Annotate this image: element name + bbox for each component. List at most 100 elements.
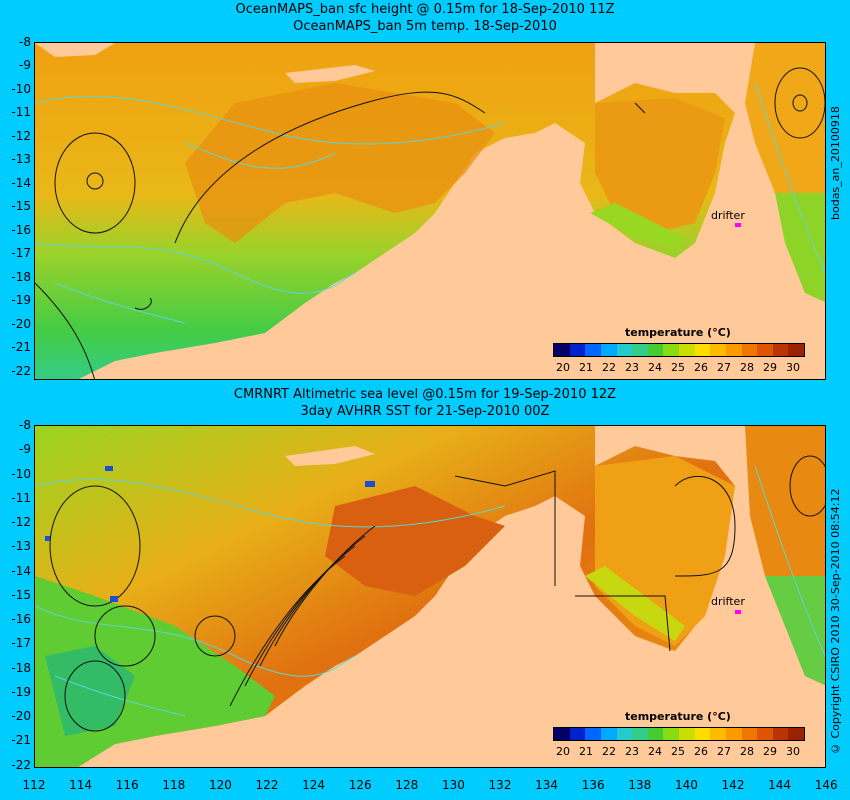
longitude-tick-label: 138 <box>628 778 652 792</box>
latitude-tick-label: -18 <box>11 269 31 284</box>
colorbar-tick-label: 30 <box>786 745 800 758</box>
bottom-sst-field <box>35 426 825 767</box>
colorbar-swatch <box>554 728 570 740</box>
colorbar-tick-label: 22 <box>602 361 616 374</box>
latitude-tick-label: -22 <box>11 363 31 378</box>
latitude-tick-label: -14 <box>11 563 31 578</box>
colorbar-swatch <box>585 344 601 356</box>
colorbar-swatch <box>616 728 633 740</box>
top-temp-contours <box>35 82 825 324</box>
latitude-tick-label: -21 <box>11 340 31 355</box>
latitude-tick-label: -10 <box>11 81 31 96</box>
colorbar-swatch <box>600 728 617 740</box>
colorbar-swatch <box>710 728 726 740</box>
colorbar-swatch <box>554 344 570 356</box>
colorbar-swatch <box>600 344 617 356</box>
latitude-tick-label: -12 <box>11 515 31 530</box>
bottom-height-contours <box>49 455 825 732</box>
bottom-green-core <box>45 646 135 736</box>
latitude-tick-label: -15 <box>11 199 31 214</box>
top-drifter-label: drifter <box>711 209 745 222</box>
bottom-side-label: © Copyright CSIRO 2010 30-Sep-2010 08:54… <box>829 488 842 756</box>
top-title-line1: OceanMAPS_ban sfc height @ 0.15m for 18-… <box>235 2 615 17</box>
colorbar-tick-label: 21 <box>579 361 593 374</box>
colorbar-swatch <box>679 728 695 740</box>
bottom-colorbar <box>553 727 805 741</box>
bottom-cold-patches <box>45 466 375 602</box>
colorbar-tick-label: 25 <box>671 745 685 758</box>
latitude-tick-label: -15 <box>11 587 31 602</box>
colorbar-tick-label: 26 <box>694 361 708 374</box>
colorbar-tick-label: 26 <box>694 745 708 758</box>
top-sst-field <box>35 43 825 379</box>
bottom-colorbar-title: temperature (°C) <box>625 710 731 723</box>
longitude-tick-label: 128 <box>395 778 419 792</box>
longitude-tick-label: 140 <box>674 778 698 792</box>
colorbar-tick-label: 23 <box>625 745 639 758</box>
colorbar-swatch <box>772 344 789 356</box>
latitude-tick-label: -22 <box>11 757 31 772</box>
top-colorbar-title: temperature (°C) <box>625 326 731 339</box>
bottom-drifter-marker <box>735 610 741 614</box>
colorbar-tick-label: 23 <box>625 361 639 374</box>
latitude-tick-label: -9 <box>19 58 31 73</box>
colorbar-swatch <box>647 344 664 356</box>
bottom-drifter-label: drifter <box>711 595 745 608</box>
colorbar-tick-label: 29 <box>763 745 777 758</box>
colorbar-tick-label: 24 <box>648 361 662 374</box>
colorbar-swatch <box>772 728 789 740</box>
colorbar-tick-label: 24 <box>648 745 662 758</box>
colorbar-swatch <box>694 728 711 740</box>
colorbar-swatch <box>741 344 758 356</box>
colorbar-swatch <box>647 728 664 740</box>
top-coral-green <box>775 193 825 303</box>
latitude-tick-label: -16 <box>11 222 31 237</box>
latitude-tick-label: -20 <box>11 316 31 331</box>
colorbar-swatch <box>632 344 648 356</box>
latitude-tick-label: -8 <box>19 418 31 432</box>
latitude-tick-label: -11 <box>11 105 31 120</box>
colorbar-swatch <box>725 728 742 740</box>
latitude-tick-label: -9 <box>19 442 31 457</box>
colorbar-swatch <box>694 344 711 356</box>
latitude-tick-label: -17 <box>11 246 31 261</box>
latitude-tick-label: -12 <box>11 128 31 143</box>
colorbar-swatch <box>632 728 648 740</box>
latitude-tick-label: -8 <box>19 35 31 49</box>
colorbar-swatch <box>585 728 601 740</box>
colorbar-swatch <box>569 728 586 740</box>
top-title-line2: OceanMAPS_ban 5m temp. 18-Sep-2010 <box>293 19 557 34</box>
top-map-panel: drifter temperature (°C) 20 21 22 23 24 25 26 2… <box>34 42 826 380</box>
colorbar-tick-label: 25 <box>671 361 685 374</box>
top-colorbar <box>553 343 805 357</box>
latitude-tick-label: -19 <box>11 684 31 699</box>
colorbar-swatch <box>616 344 633 356</box>
colorbar-swatch <box>710 344 726 356</box>
colorbar-tick-label: 20 <box>556 361 570 374</box>
longitude-tick-label: 144 <box>768 778 792 792</box>
longitude-tick-label: 124 <box>302 778 326 792</box>
bottom-map-panel: drifter temperature (°C) 20 21 22 23 24 25 26 2… <box>34 425 826 768</box>
top-side-label: bodas_an_20100918 <box>829 106 842 220</box>
bottom-gulf-green <box>585 566 685 641</box>
longitude-tick-label: 146 <box>814 778 838 792</box>
bottom-coral-green <box>765 576 825 686</box>
latitude-tick-label: -10 <box>11 466 31 481</box>
latitude-tick-label: -11 <box>11 490 31 505</box>
top-drifter-marker <box>735 223 741 227</box>
longitude-tick-label: 112 <box>22 778 46 792</box>
colorbar-tick-label: 29 <box>763 361 777 374</box>
bottom-island-timor <box>285 446 375 466</box>
top-sea-area <box>35 43 735 379</box>
colorbar-tick-label: 27 <box>717 361 731 374</box>
top-gulf-warm <box>595 98 725 233</box>
latitude-tick-label: -18 <box>11 660 31 675</box>
longitude-tick-label: 126 <box>348 778 372 792</box>
longitude-tick-label: 120 <box>208 778 232 792</box>
latitude-tick-label: -13 <box>11 152 31 167</box>
colorbar-tick-label: 20 <box>556 745 570 758</box>
latitude-tick-label: -16 <box>11 612 31 627</box>
colorbar-swatch <box>757 344 773 356</box>
top-height-contours <box>35 67 825 379</box>
bottom-title-line2: 3day AVHRR SST for 21-Sep-2010 00Z <box>300 404 550 419</box>
